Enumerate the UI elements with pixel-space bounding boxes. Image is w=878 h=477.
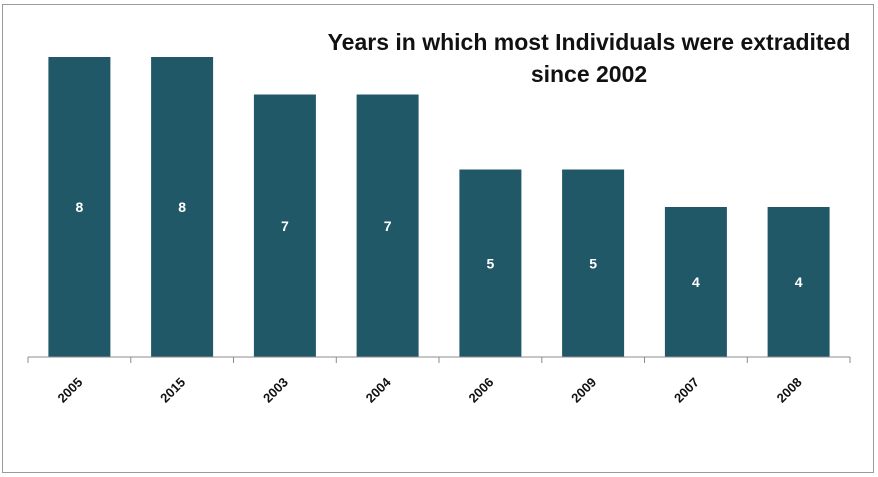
x-tick-label-2015: 2015 [157, 375, 188, 406]
x-axis [27, 356, 851, 363]
bars-group [48, 57, 830, 357]
bar-2005 [48, 57, 111, 357]
data-label-2007: 4 [692, 274, 700, 290]
x-tick-label-2005: 2005 [54, 375, 85, 406]
data-label-2006: 5 [487, 255, 495, 271]
chart-frame [2, 4, 874, 473]
x-tick-label-2008: 2008 [774, 375, 805, 406]
data-label-2015: 8 [178, 199, 186, 215]
bar-2006 [459, 169, 522, 357]
data-labels-group: 8 8 7 7 5 5 4 4 [76, 199, 803, 290]
x-tick-label-2007: 2007 [671, 375, 702, 406]
chart-title: Years in which most Individuals were ext… [327, 29, 851, 87]
bar-2004 [356, 94, 419, 357]
data-label-2003: 7 [281, 218, 289, 234]
bar-2007 [664, 207, 727, 357]
data-label-2005: 8 [76, 199, 84, 215]
x-tick-label-2003: 2003 [260, 375, 291, 406]
bar-2009 [562, 169, 625, 357]
data-label-2004: 7 [384, 218, 392, 234]
data-label-2009: 5 [589, 255, 597, 271]
x-tick-label-2009: 2009 [568, 375, 599, 406]
bar-2008 [767, 207, 830, 357]
bar-2003 [253, 94, 316, 357]
data-label-2008: 4 [795, 274, 803, 290]
x-tick-label-2006: 2006 [465, 375, 496, 406]
x-tick-label-2004: 2004 [363, 374, 395, 406]
x-tick-labels: 2005 2015 2003 2004 2006 2009 2007 2008 [54, 374, 804, 406]
bar-2015 [151, 57, 214, 357]
